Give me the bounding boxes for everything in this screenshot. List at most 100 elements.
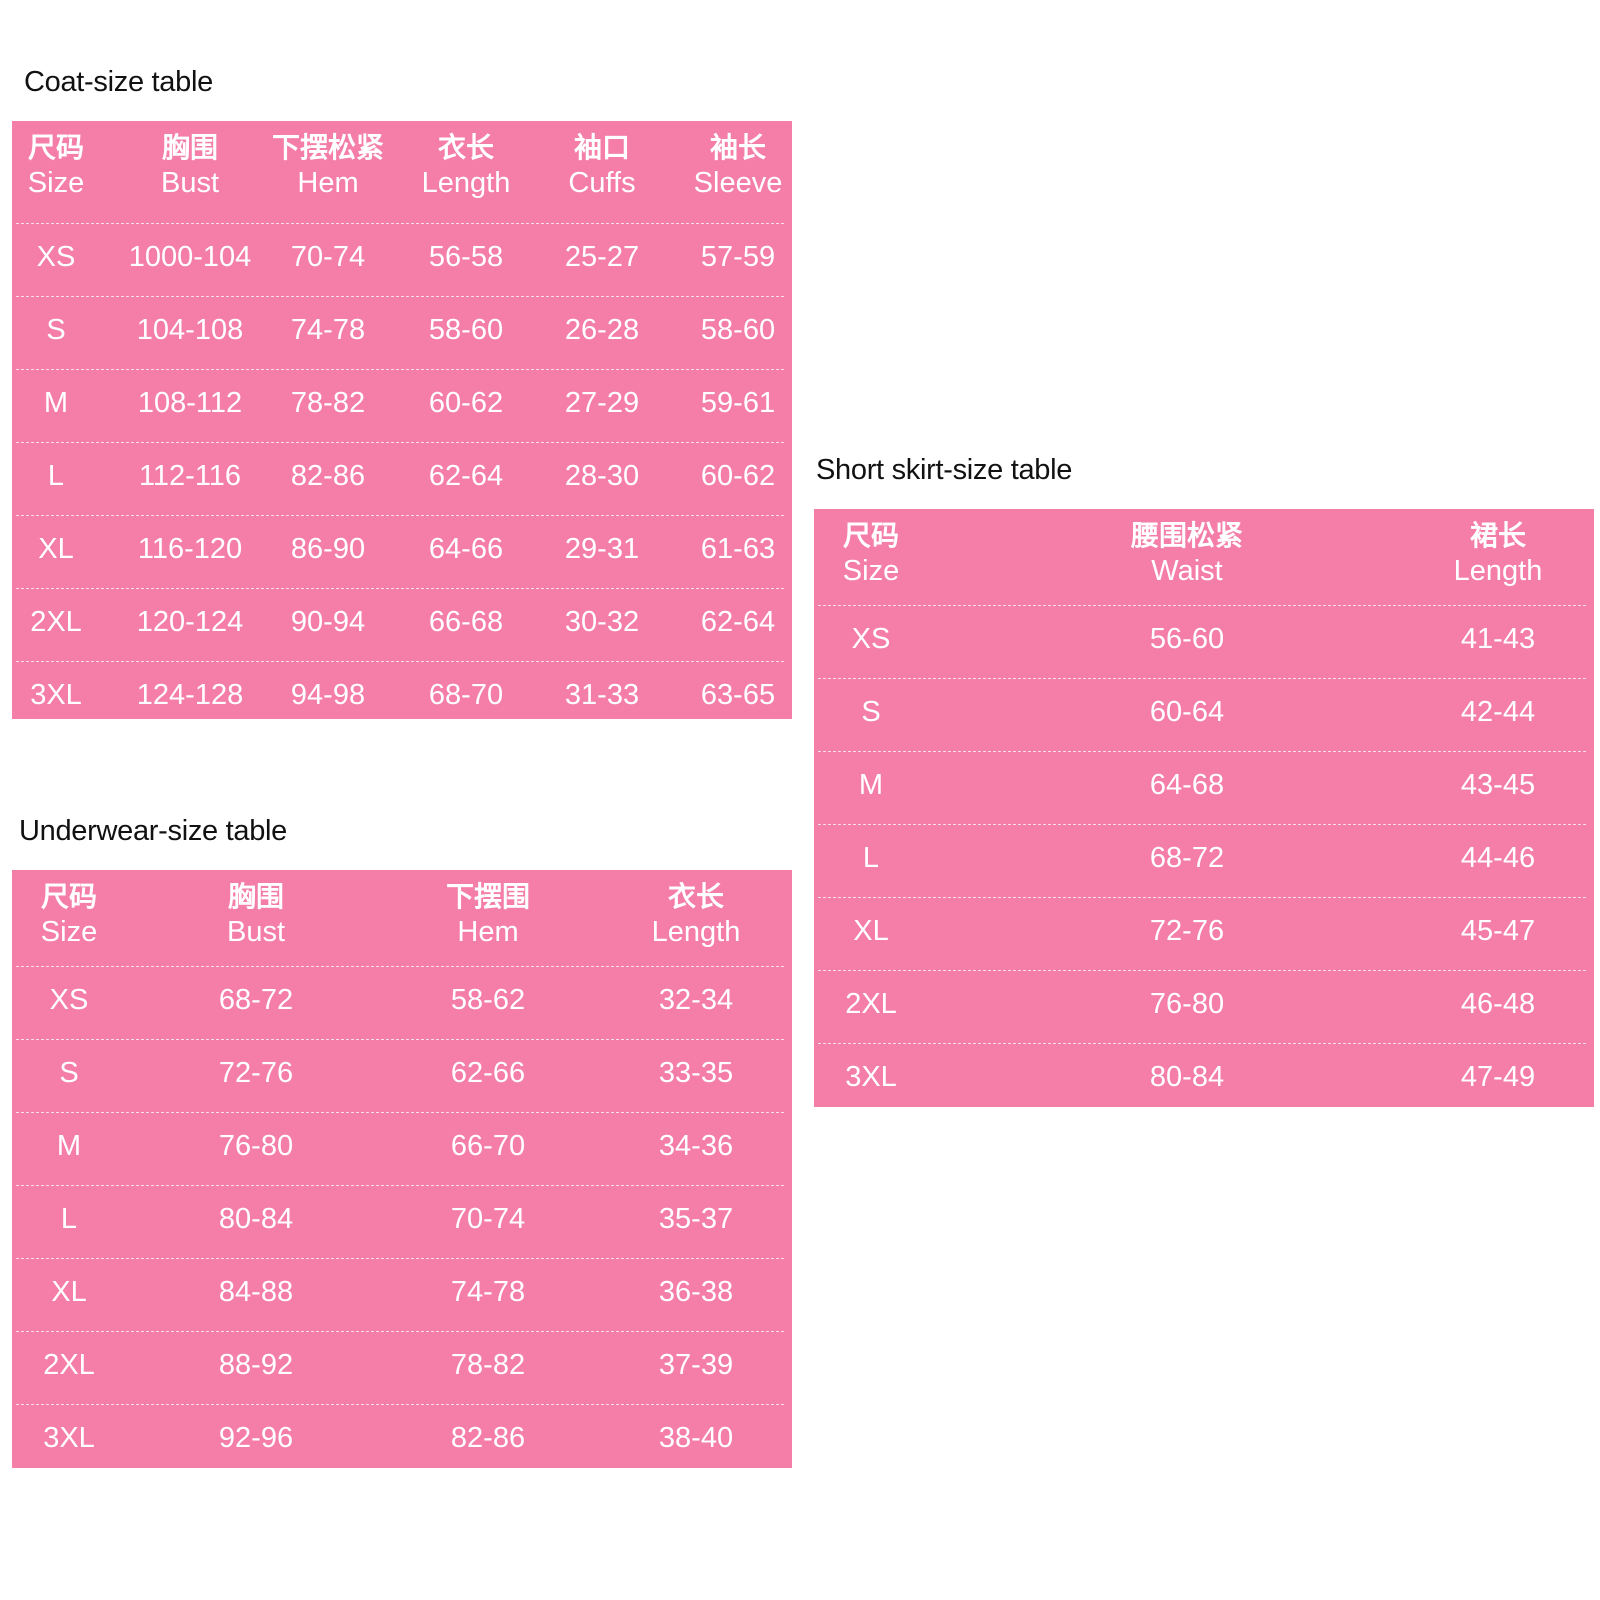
header-label-cn: 腰围松紧 — [1130, 520, 1243, 551]
underwear-table-title: Underwear-size table — [19, 815, 288, 847]
table-row: XL 84-88 74-78 36-38 — [12, 1258, 792, 1331]
row-divider — [16, 1039, 784, 1040]
table-row: L 68-72 44-46 — [814, 824, 1594, 897]
table-cell: 3XL — [30, 679, 82, 711]
table-cell: XL — [51, 1276, 87, 1308]
header-label-en: Length — [651, 916, 741, 948]
row-divider — [16, 1404, 784, 1405]
table-cell: 25-27 — [564, 241, 640, 273]
table-row: 3XL 92-96 82-86 38-40 — [12, 1404, 792, 1468]
table-cell: 30-32 — [564, 606, 640, 638]
table-cell: 31-33 — [564, 679, 640, 711]
table-cell: 66-68 — [428, 606, 504, 638]
table-cell: 36-38 — [658, 1276, 734, 1308]
table-cell: 80-84 — [1149, 1061, 1225, 1093]
row-divider — [16, 1112, 784, 1113]
header-cell: 衣长 Length — [376, 131, 556, 201]
table-cell: 112-116 — [138, 460, 242, 492]
table-cell: 74-78 — [450, 1276, 526, 1308]
row-divider — [16, 588, 784, 589]
header-cell: 下摆松紧 Hem — [238, 131, 418, 201]
table-cell: XL — [853, 915, 889, 947]
header-cell: 衣长 Length — [606, 880, 786, 950]
table-cell: L — [47, 460, 65, 492]
table-cell: 82-86 — [290, 460, 366, 492]
table-cell: 38-40 — [658, 1422, 734, 1454]
table-cell: 44-46 — [1460, 842, 1536, 874]
table-cell: 108-112 — [137, 387, 243, 419]
table-cell: 94-98 — [290, 679, 366, 711]
table-cell: 72-76 — [218, 1057, 294, 1089]
table-cell: 70-74 — [450, 1203, 526, 1235]
row-divider — [16, 296, 784, 297]
table-row: 3XL 80-84 47-49 — [814, 1043, 1594, 1107]
table-cell: 1000-104 — [128, 241, 252, 273]
table-cell: 86-90 — [290, 533, 366, 565]
header-label-en: Length — [1453, 555, 1543, 587]
table-cell: 78-82 — [290, 387, 366, 419]
table-cell: 72-76 — [1149, 915, 1225, 947]
header-label-en: Cuffs — [568, 167, 636, 199]
header-cell: 袖长 Sleeve — [648, 131, 792, 201]
row-divider — [818, 751, 1586, 752]
table-row: XS 68-72 58-62 32-34 — [12, 966, 792, 1039]
header-label-cn: 衣长 — [437, 132, 494, 163]
row-divider — [16, 369, 784, 370]
coat-table-title: Coat-size table — [24, 66, 213, 98]
table-row: 3XL 124-128 94-98 68-70 31-33 63-65 — [12, 661, 792, 719]
table-cell: L — [862, 842, 880, 874]
table-cell: 45-47 — [1460, 915, 1536, 947]
table-cell: 82-86 — [450, 1422, 526, 1454]
header-cell: 胸围 Bust — [100, 131, 280, 201]
table-cell: 120-124 — [136, 606, 244, 638]
header-cell: 尺码 Size — [12, 880, 159, 950]
header-label-en: Size — [27, 167, 85, 199]
table-cell: 28-30 — [564, 460, 640, 492]
table-cell: 2XL — [845, 988, 897, 1020]
table-row: XS 56-60 41-43 — [814, 605, 1594, 678]
table-cell: 60-62 — [428, 387, 504, 419]
header-label-cn: 胸围 — [227, 881, 284, 912]
table-cell: 61-63 — [700, 533, 776, 565]
row-divider — [16, 661, 784, 662]
table-row: XS 1000-104 70-74 56-58 25-27 57-59 — [12, 223, 792, 296]
table-cell: 88-92 — [218, 1349, 294, 1381]
table-cell: 58-60 — [700, 314, 776, 346]
table-cell: 62-64 — [700, 606, 776, 638]
table-cell: 34-36 — [658, 1130, 734, 1162]
header-cell: 腰围松紧 Waist — [1097, 519, 1277, 589]
row-divider — [818, 605, 1586, 606]
header-label-en: Bust — [160, 167, 220, 199]
table-cell: 64-68 — [1149, 769, 1225, 801]
table-row: M 64-68 43-45 — [814, 751, 1594, 824]
row-divider — [818, 970, 1586, 971]
table-cell: XS — [851, 623, 891, 655]
table-row: S 104-108 74-78 58-60 26-28 58-60 — [12, 296, 792, 369]
table-cell: 76-80 — [218, 1130, 294, 1162]
header-label-en: Waist — [1151, 555, 1223, 587]
table-cell: 104-108 — [136, 314, 244, 346]
table-cell: 64-66 — [428, 533, 504, 565]
header-label-en: Hem — [297, 167, 359, 199]
row-divider — [16, 1331, 784, 1332]
table-cell: 37-39 — [658, 1349, 734, 1381]
header-label-cn: 尺码 — [27, 132, 84, 163]
table-cell: 60-64 — [1149, 696, 1225, 728]
header-label-en: Size — [842, 555, 900, 587]
table-cell: 3XL — [43, 1422, 95, 1454]
table-cell: 116-120 — [137, 533, 243, 565]
table-cell: S — [59, 1057, 79, 1089]
row-divider — [16, 1258, 784, 1259]
header-cell: 尺码 Size — [12, 131, 146, 201]
table-cell: 56-58 — [428, 241, 504, 273]
header-label-cn: 下摆松紧 — [271, 132, 384, 163]
table-cell: L — [60, 1203, 78, 1235]
header-cell: 尺码 Size — [814, 519, 961, 589]
header-label-en: Hem — [457, 916, 519, 948]
table-cell: 32-34 — [658, 984, 734, 1016]
table-cell: 62-64 — [428, 460, 504, 492]
table-cell: 59-61 — [700, 387, 776, 419]
header-cell: 裙长 Length — [1408, 519, 1588, 589]
table-cell: 60-62 — [700, 460, 776, 492]
table-cell: 68-70 — [428, 679, 504, 711]
